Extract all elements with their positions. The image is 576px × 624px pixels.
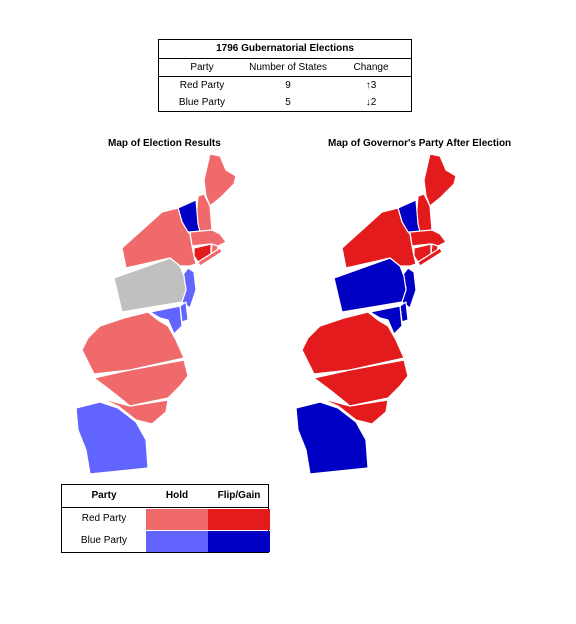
legend: Party Hold Flip/Gain Red Party Blue Part… (61, 484, 270, 553)
legend-header-party: Party (91, 490, 117, 501)
state-maine (423, 153, 457, 207)
state-maryland (149, 305, 183, 335)
legend-swatch-blue-hold (146, 531, 208, 552)
summary-header-party: Party (190, 62, 214, 73)
legend-row-label: Red Party (81, 513, 127, 524)
legend-row-label: Blue Party (80, 535, 128, 546)
state-georgia (295, 401, 369, 475)
election-results-map (75, 153, 237, 475)
summary-cell-states: 5 (285, 97, 291, 108)
summary-cell-change: ↓2 (365, 97, 377, 108)
legend-row-red: Red Party (62, 508, 270, 530)
summary-header-change: Change (353, 62, 389, 73)
summary-table: 1796 Gubernatorial Elections Party Numbe… (158, 39, 412, 112)
summary-cell-party: Blue Party (178, 97, 226, 108)
summary-row-red: Red Party 9 ↑3 (159, 77, 411, 95)
state-georgia (75, 401, 149, 475)
state-pennsylvania (333, 257, 407, 313)
state-virginia (81, 311, 185, 375)
state-massachusetts (409, 229, 447, 247)
summary-cell-party: Red Party (179, 80, 225, 91)
state-north-carolina (93, 359, 189, 407)
state-south-carolina (319, 397, 389, 425)
state-south-carolina (99, 397, 169, 425)
summary-cell-change: ↑3 (365, 80, 377, 91)
summary-title: 1796 Gubernatorial Elections (159, 40, 411, 59)
state-maryland (369, 305, 403, 335)
legend-swatch-red-flip (208, 509, 270, 530)
summary-header-row: Party Number of States Change (159, 59, 411, 77)
state-virginia (301, 311, 405, 375)
state-pennsylvania (113, 257, 187, 313)
legend-row-blue: Blue Party (62, 530, 270, 552)
right-map-title: Map of Governor's Party After Election (328, 138, 512, 149)
state-maine (203, 153, 237, 207)
state-long-island (417, 247, 443, 267)
legend-swatch-red-hold (146, 509, 208, 530)
legend-header-flip: Flip/Gain (217, 490, 261, 501)
state-north-carolina (313, 359, 409, 407)
legend-swatch-blue-flip (208, 531, 270, 552)
governor-party-map (295, 153, 457, 475)
state-massachusetts (189, 229, 227, 247)
summary-row-blue: Blue Party 5 ↓2 (159, 94, 411, 111)
summary-grid: Party Number of States Change Red Party … (159, 59, 411, 111)
legend-header-hold: Hold (165, 490, 189, 501)
summary-cell-states: 9 (285, 80, 291, 91)
left-map-title: Map of Election Results (108, 138, 221, 149)
state-long-island (197, 247, 223, 267)
legend-header: Party Hold Flip/Gain (62, 485, 268, 508)
summary-header-states: Number of States (249, 62, 327, 73)
